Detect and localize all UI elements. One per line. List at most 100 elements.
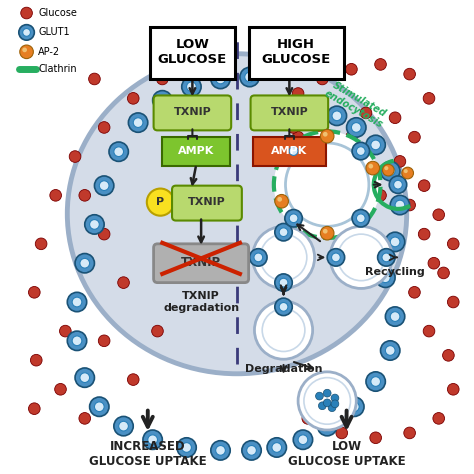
- Circle shape: [216, 74, 225, 84]
- Circle shape: [346, 118, 366, 137]
- Circle shape: [368, 164, 373, 169]
- Circle shape: [321, 155, 333, 167]
- Circle shape: [72, 336, 82, 346]
- Circle shape: [308, 103, 318, 113]
- Circle shape: [352, 142, 370, 160]
- Circle shape: [253, 227, 315, 289]
- Circle shape: [89, 73, 100, 85]
- Circle shape: [255, 301, 313, 359]
- Circle shape: [118, 277, 129, 289]
- Circle shape: [272, 443, 282, 452]
- Circle shape: [323, 229, 328, 234]
- Circle shape: [360, 107, 372, 118]
- Circle shape: [375, 190, 386, 201]
- Circle shape: [330, 227, 392, 289]
- Circle shape: [389, 176, 407, 193]
- Circle shape: [390, 237, 400, 247]
- Circle shape: [338, 234, 384, 281]
- Circle shape: [447, 296, 459, 308]
- Circle shape: [349, 402, 359, 411]
- Circle shape: [382, 253, 391, 262]
- Circle shape: [90, 219, 99, 229]
- Circle shape: [409, 286, 420, 298]
- Text: Clathrin: Clathrin: [38, 64, 77, 74]
- Circle shape: [356, 214, 365, 223]
- Circle shape: [345, 397, 364, 417]
- Circle shape: [148, 435, 157, 445]
- Circle shape: [346, 64, 357, 75]
- Circle shape: [376, 268, 395, 287]
- Circle shape: [279, 278, 288, 287]
- Circle shape: [133, 118, 143, 128]
- Circle shape: [385, 307, 405, 326]
- Text: TXNIP: TXNIP: [173, 107, 211, 117]
- Circle shape: [384, 166, 388, 170]
- Circle shape: [242, 441, 261, 460]
- Text: TXNIP: TXNIP: [271, 107, 308, 117]
- Circle shape: [275, 298, 292, 316]
- Circle shape: [55, 383, 66, 395]
- Circle shape: [331, 112, 343, 124]
- Circle shape: [378, 249, 395, 266]
- Circle shape: [331, 400, 339, 408]
- Circle shape: [319, 402, 326, 410]
- Circle shape: [318, 417, 337, 436]
- Circle shape: [114, 147, 124, 156]
- Circle shape: [262, 309, 305, 351]
- Circle shape: [304, 378, 350, 424]
- Circle shape: [419, 228, 430, 240]
- Circle shape: [375, 59, 386, 70]
- Circle shape: [390, 195, 410, 215]
- Circle shape: [390, 312, 400, 321]
- Circle shape: [28, 286, 40, 298]
- Circle shape: [381, 341, 400, 360]
- Circle shape: [109, 142, 128, 162]
- Circle shape: [370, 141, 382, 153]
- Circle shape: [433, 209, 445, 220]
- Circle shape: [285, 210, 302, 227]
- Circle shape: [28, 403, 40, 414]
- Circle shape: [279, 302, 288, 311]
- Text: AP-2: AP-2: [38, 47, 60, 57]
- Text: Degradation: Degradation: [245, 364, 322, 374]
- Text: AMPK: AMPK: [178, 146, 214, 156]
- Circle shape: [393, 180, 402, 189]
- Circle shape: [240, 67, 259, 87]
- Circle shape: [275, 223, 292, 241]
- Circle shape: [317, 73, 328, 85]
- Circle shape: [383, 164, 394, 176]
- Circle shape: [152, 325, 164, 337]
- FancyBboxPatch shape: [249, 27, 344, 79]
- Circle shape: [98, 228, 110, 240]
- Circle shape: [94, 176, 114, 195]
- Circle shape: [285, 143, 369, 227]
- Circle shape: [433, 412, 445, 424]
- Circle shape: [370, 432, 382, 444]
- Circle shape: [331, 253, 340, 262]
- Circle shape: [443, 349, 454, 361]
- Circle shape: [356, 147, 365, 155]
- Circle shape: [67, 331, 87, 350]
- Circle shape: [371, 140, 381, 150]
- Circle shape: [79, 412, 91, 424]
- Circle shape: [23, 28, 30, 36]
- Circle shape: [90, 397, 109, 417]
- Circle shape: [75, 368, 94, 387]
- Circle shape: [153, 91, 172, 110]
- Circle shape: [423, 325, 435, 337]
- Circle shape: [292, 88, 304, 100]
- FancyBboxPatch shape: [172, 186, 242, 220]
- Text: INCREASED
GLUCOSE UPTAKE: INCREASED GLUCOSE UPTAKE: [89, 440, 207, 468]
- Circle shape: [147, 189, 174, 216]
- Circle shape: [302, 412, 314, 424]
- Circle shape: [385, 346, 395, 356]
- Circle shape: [157, 95, 167, 105]
- Circle shape: [351, 123, 361, 132]
- Circle shape: [366, 161, 380, 175]
- Circle shape: [128, 374, 139, 385]
- Circle shape: [447, 383, 459, 395]
- Circle shape: [187, 82, 196, 91]
- Circle shape: [381, 273, 390, 283]
- Circle shape: [182, 443, 191, 452]
- FancyBboxPatch shape: [154, 244, 249, 283]
